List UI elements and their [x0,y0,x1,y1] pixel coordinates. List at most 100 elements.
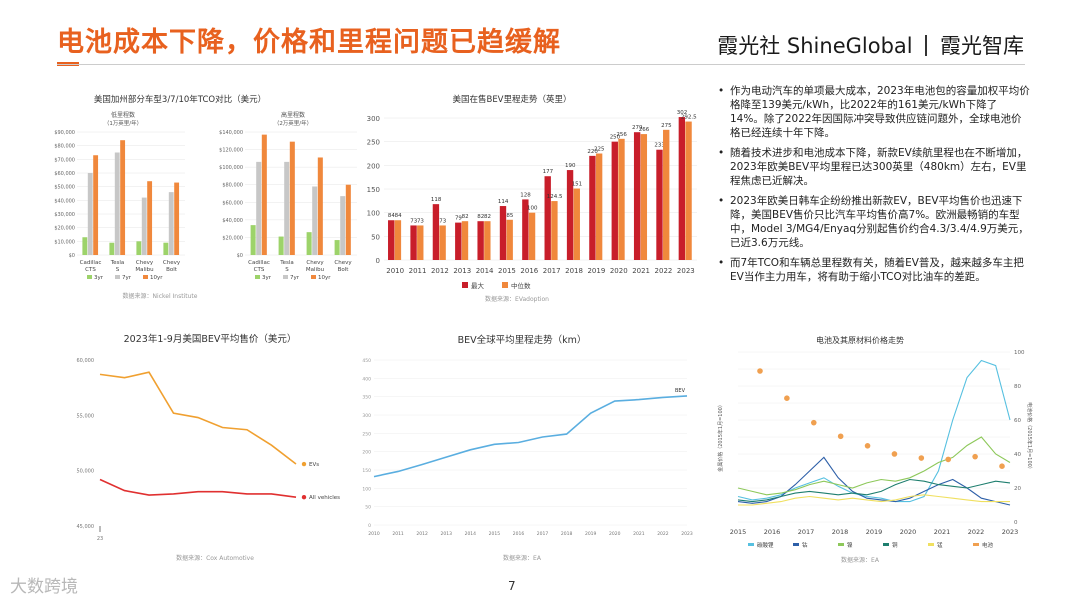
x-tick-label: 2022 [968,528,985,536]
y-tick-label: 150 [367,186,380,194]
series-label: EVs [309,462,319,468]
y-tick-label: 100 [362,486,371,492]
data-label: 225 [594,147,605,153]
battery-price-point [945,456,952,463]
data-label: 220 [587,149,598,155]
panel-subtitle: 低里程数 [111,111,135,119]
bar-中位数 [663,129,670,260]
legend-label: 3yr [94,275,104,281]
data-label: 82 [477,214,484,220]
bar-中位数 [394,220,402,260]
bar-中位数 [640,134,648,260]
y-tick-label: $40,000 [222,218,243,224]
bar-3yr [109,242,115,255]
x-tick-label: 2013 [441,531,453,537]
y-tick-label: 50 [365,505,371,511]
data-label: 292.5 [681,115,697,121]
bar-最大 [566,170,574,260]
bar-最大 [611,141,618,260]
bar-中位数 [417,225,424,260]
bullet-item: 2023年欧美日韩车企纷纷推出新款EV，BEV平均售价也迅速下降，美国BEV售价… [718,194,1030,250]
y-tick-label: $20,000 [222,235,243,241]
x-tick-label: 2016 [764,528,781,536]
y-tick-label: $60,000 [222,200,243,206]
legend-label: 10yr [318,275,331,281]
y-tick-label: $60,000 [54,171,75,177]
bar-中位数 [551,201,558,260]
y-tick-label: 200 [367,162,380,170]
page-title: 电池成本下降，价格和里程问题已趋缓解 [57,27,561,58]
legend-label: 7yr [122,275,132,281]
bar-最大 [678,117,686,260]
y-tick-label: 55,000 [77,413,95,419]
y-tick-label: $40,000 [54,198,75,204]
legend-label: 7yr [290,275,300,281]
header-rule [57,64,1025,65]
data-label: 302 [677,110,688,116]
x-tick-label: Malibu [306,267,324,273]
x-tick-label: Chevy [334,260,352,266]
legend-label: 最大 [471,281,485,290]
y-tick-label: $10,000 [54,239,75,245]
x-tick-label: 2015 [498,267,516,275]
series-label: BEV [675,388,686,394]
battery-price-point [891,451,898,457]
global-range-chart: BEV全球平均里程走势（km） 0 50 100 150 200 250 300 350 400 4… [362,334,692,562]
bar-3yr [163,242,169,255]
battery-price-point [757,368,763,374]
legend-swatch [928,543,934,546]
legend-label: 铜 [892,541,898,549]
x-tick-label: 2011 [409,267,427,275]
y-tick-label: 400 [362,376,371,382]
legend-label: 碳酸锂 [757,541,774,549]
bar-3yr [278,236,284,255]
bar-7yr [312,186,318,255]
x-tick-label: Chevy [163,260,181,266]
legend-label: 钴 [802,541,808,549]
bar-最大 [499,206,507,260]
battery-price-point [918,455,925,461]
data-label: 84 [395,213,402,219]
legend-label: 锰 [937,541,943,549]
bar-10yr [174,182,180,255]
y-axis-label-left: 金属价格（2015年1月=100） [717,402,724,472]
x-tick-label: 2023 [1002,528,1019,536]
y-tick-label-right: 100 [1014,350,1025,356]
x-tick-label: Cadillac [248,260,270,266]
chart-source: 数据来源：EA [841,556,880,564]
data-label: 124.5 [547,194,563,200]
legend-label: 电池 [982,541,994,549]
x-tick-label: Tesla [110,260,125,266]
series-line-material [738,494,1010,506]
bar-最大 [477,221,484,260]
x-tick-label: 2019 [585,531,597,537]
x-tick-label: 2010 [386,267,404,275]
y-tick-label: $30,000 [54,212,75,218]
bar-中位数 [461,221,469,260]
x-tick-label: 2011 [392,531,404,537]
x-tick-label: 2020 [609,531,621,537]
legend-swatch [311,275,316,279]
data-label: 190 [565,163,576,169]
bullet-item: 随着技术进步和电池成本下降，新款EV续航里程也在不断增加，2023年欧美BEV平… [718,146,1030,188]
x-tick-label: 2018 [565,267,583,275]
x-tick-label: 2017 [798,528,815,536]
legend-swatch [87,275,92,279]
bar-最大 [410,225,417,260]
bar-7yr [114,152,120,255]
y-tick-label: $140,000 [219,130,243,136]
bar-最大 [656,149,663,260]
bar-最大 [589,155,596,260]
y-tick-label: $80,000 [54,144,75,150]
data-label: 177 [543,169,554,175]
brand-right: 霞光智库 [940,34,1024,58]
y-tick-label: $20,000 [54,226,75,232]
y-tick-label: $120,000 [219,148,243,154]
legend-label: 镍 [847,541,853,549]
x-tick-label: S [285,267,289,273]
x-tick-label: 2019 [587,267,605,275]
bar-中位数 [484,221,491,260]
legend-swatch [255,275,260,279]
x-tick-label: 2022 [655,267,673,275]
bar-3yr [82,237,88,255]
